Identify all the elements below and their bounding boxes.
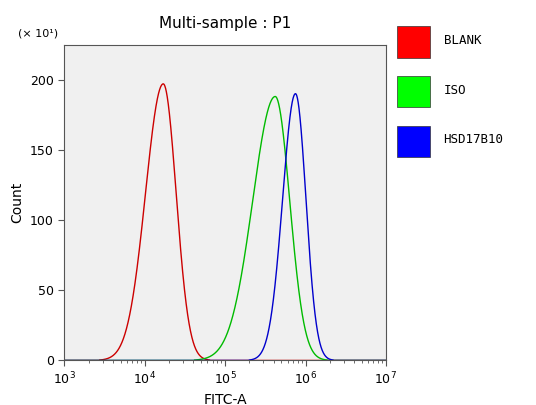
HSD17B10 bbox=[265, 328, 272, 333]
BLANK bbox=[317, 358, 323, 363]
Y-axis label: Count: Count bbox=[11, 182, 25, 223]
ISO bbox=[317, 356, 323, 360]
ISO bbox=[272, 94, 278, 99]
BLANK bbox=[300, 358, 306, 363]
FancyBboxPatch shape bbox=[397, 76, 430, 107]
Text: Multi-sample : P1: Multi-sample : P1 bbox=[159, 16, 291, 31]
BLANK bbox=[61, 358, 68, 363]
BLANK bbox=[251, 358, 258, 363]
HSD17B10 bbox=[251, 356, 258, 361]
HSD17B10 bbox=[300, 149, 306, 154]
HSD17B10 bbox=[317, 341, 323, 345]
HSD17B10 bbox=[77, 358, 84, 363]
ISO bbox=[61, 358, 68, 363]
FancyBboxPatch shape bbox=[397, 126, 430, 157]
HSD17B10 bbox=[177, 358, 184, 363]
FancyBboxPatch shape bbox=[397, 26, 430, 58]
BLANK bbox=[177, 249, 184, 254]
BLANK bbox=[383, 358, 389, 363]
Line: HSD17B10: HSD17B10 bbox=[64, 94, 386, 360]
X-axis label: FITC-A: FITC-A bbox=[203, 393, 247, 405]
BLANK bbox=[160, 81, 167, 86]
HSD17B10 bbox=[383, 358, 389, 363]
ISO bbox=[177, 358, 184, 363]
ISO bbox=[300, 315, 306, 320]
Line: ISO: ISO bbox=[64, 96, 386, 360]
ISO bbox=[383, 358, 389, 363]
Text: ISO: ISO bbox=[443, 83, 466, 97]
Text: (× 10¹): (× 10¹) bbox=[18, 28, 58, 38]
Line: BLANK: BLANK bbox=[64, 84, 386, 360]
HSD17B10 bbox=[61, 358, 68, 363]
HSD17B10 bbox=[292, 91, 299, 96]
ISO bbox=[265, 105, 272, 110]
ISO bbox=[77, 358, 84, 363]
Text: HSD17B10: HSD17B10 bbox=[443, 133, 503, 146]
Text: BLANK: BLANK bbox=[443, 34, 481, 47]
BLANK bbox=[265, 358, 272, 363]
BLANK bbox=[77, 358, 84, 363]
ISO bbox=[251, 185, 258, 190]
